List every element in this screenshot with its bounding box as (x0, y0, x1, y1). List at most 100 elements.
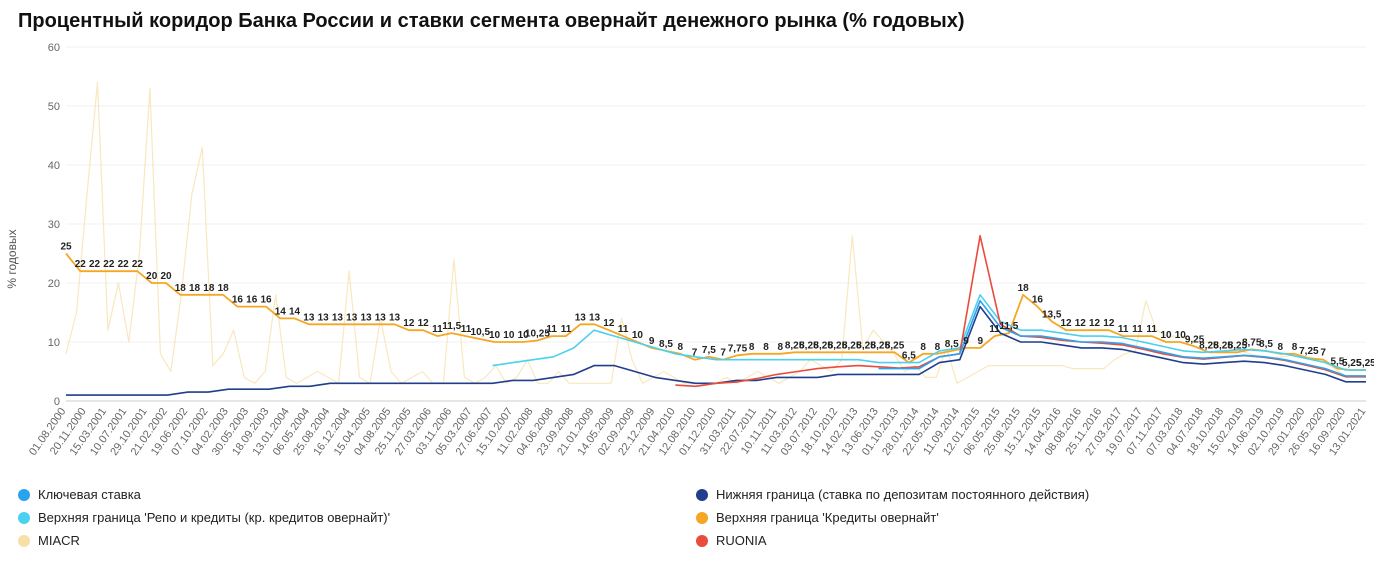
svg-text:18: 18 (203, 283, 215, 294)
svg-text:9: 9 (649, 336, 655, 347)
svg-text:60: 60 (48, 42, 60, 54)
svg-text:10: 10 (503, 330, 515, 341)
svg-text:22: 22 (118, 259, 130, 270)
svg-text:12: 12 (603, 318, 615, 329)
svg-text:9: 9 (963, 336, 969, 347)
svg-text:13: 13 (346, 312, 358, 323)
legend-swatch (18, 535, 30, 547)
svg-text:11: 11 (546, 324, 557, 335)
svg-text:8: 8 (1278, 342, 1284, 353)
y-axis-label: % годовых (5, 229, 19, 288)
svg-text:8: 8 (749, 342, 755, 353)
svg-text:18: 18 (189, 283, 201, 294)
svg-text:14: 14 (289, 306, 301, 317)
svg-text:12: 12 (1103, 318, 1115, 329)
svg-text:10: 10 (489, 330, 501, 341)
svg-text:22: 22 (89, 259, 101, 270)
svg-text:8,5: 8,5 (659, 339, 673, 350)
chart-svg: 010203040506001.08.200020.11.200015.03.2… (18, 39, 1374, 479)
svg-text:5,25: 5,25 (1356, 358, 1374, 369)
svg-text:16: 16 (1032, 295, 1044, 306)
svg-text:7: 7 (692, 348, 698, 359)
svg-text:7: 7 (720, 348, 726, 359)
svg-text:13: 13 (375, 312, 387, 323)
svg-text:16: 16 (260, 295, 272, 306)
legend-column: Нижняя граница (ставка по депозитам пост… (696, 487, 1374, 548)
legend-column: Ключевая ставка Верхняя граница 'Репо и к… (18, 487, 696, 548)
svg-text:11,5: 11,5 (442, 321, 461, 332)
svg-text:10: 10 (1160, 330, 1172, 341)
svg-text:8,5: 8,5 (1259, 339, 1273, 350)
svg-text:11: 11 (561, 324, 572, 335)
legend-swatch (696, 535, 708, 547)
legend-label: Нижняя граница (ставка по депозитам пост… (716, 487, 1089, 502)
legend-label: Верхняя граница 'Репо и кредиты (кр. кре… (38, 510, 390, 525)
svg-text:7,5: 7,5 (702, 345, 716, 356)
svg-text:25: 25 (60, 242, 72, 253)
svg-text:22: 22 (103, 259, 115, 270)
svg-text:16: 16 (246, 295, 258, 306)
svg-text:20: 20 (160, 271, 172, 282)
svg-text:20: 20 (48, 278, 60, 290)
svg-text:13: 13 (318, 312, 330, 323)
svg-text:13: 13 (575, 312, 587, 323)
legend-item-upper_repo[interactable]: Верхняя граница 'Репо и кредиты (кр. кре… (18, 510, 696, 525)
chart-wrap: % годовых 010203040506001.08.200020.11.2… (18, 39, 1374, 479)
legend-item-key_rate[interactable]: Ключевая ставка (18, 487, 696, 502)
legend-label: Верхняя граница 'Кредиты овернайт' (716, 510, 939, 525)
svg-text:6,5: 6,5 (902, 351, 916, 362)
svg-text:11: 11 (1118, 324, 1129, 335)
svg-text:22: 22 (75, 259, 87, 270)
svg-text:8,5: 8,5 (945, 339, 959, 350)
legend: Ключевая ставка Верхняя граница 'Репо и к… (18, 487, 1374, 548)
svg-text:12: 12 (1060, 318, 1072, 329)
svg-text:40: 40 (48, 160, 60, 172)
svg-text:10: 10 (632, 330, 644, 341)
legend-item-lower_bound[interactable]: Нижняя граница (ставка по депозитам пост… (696, 487, 1374, 502)
svg-text:11: 11 (1132, 324, 1143, 335)
legend-label: Ключевая ставка (38, 487, 141, 502)
svg-text:13: 13 (589, 312, 601, 323)
svg-text:12: 12 (1089, 318, 1101, 329)
svg-text:20: 20 (146, 271, 158, 282)
legend-swatch (696, 489, 708, 501)
svg-text:12: 12 (1075, 318, 1087, 329)
legend-swatch (696, 512, 708, 524)
svg-text:8: 8 (920, 342, 926, 353)
svg-text:10: 10 (48, 337, 60, 349)
svg-text:13: 13 (303, 312, 315, 323)
svg-text:16: 16 (232, 295, 244, 306)
svg-text:12: 12 (403, 318, 415, 329)
svg-text:22: 22 (132, 259, 144, 270)
svg-text:7,75: 7,75 (728, 343, 748, 354)
svg-text:12: 12 (418, 318, 430, 329)
legend-swatch (18, 489, 30, 501)
svg-text:8: 8 (935, 342, 941, 353)
svg-text:13: 13 (332, 312, 344, 323)
svg-text:13: 13 (360, 312, 372, 323)
svg-text:14: 14 (275, 306, 287, 317)
svg-text:18: 18 (218, 283, 230, 294)
legend-item-miacr[interactable]: MIACR (18, 533, 696, 548)
svg-text:13: 13 (389, 312, 401, 323)
svg-text:7: 7 (1320, 348, 1326, 359)
legend-item-ruonia[interactable]: RUONIA (696, 533, 1374, 548)
svg-text:50: 50 (48, 101, 60, 113)
svg-text:13,5: 13,5 (1042, 309, 1062, 320)
chart-page: Процентный коридор Банка России и ставки… (0, 0, 1396, 585)
svg-text:30: 30 (48, 219, 60, 231)
legend-swatch (18, 512, 30, 524)
svg-text:18: 18 (175, 283, 187, 294)
svg-text:9: 9 (978, 336, 984, 347)
chart-title: Процентный коридор Банка России и ставки… (18, 10, 1378, 33)
svg-text:8: 8 (1292, 342, 1298, 353)
legend-item-upper_credit[interactable]: Верхняя граница 'Кредиты овернайт' (696, 510, 1374, 525)
svg-text:7,25: 7,25 (1299, 346, 1319, 357)
svg-text:11: 11 (1146, 324, 1157, 335)
svg-text:8: 8 (778, 342, 784, 353)
svg-text:10,5: 10,5 (471, 327, 491, 338)
svg-text:8: 8 (678, 342, 684, 353)
svg-text:11,5: 11,5 (999, 321, 1018, 332)
legend-label: RUONIA (716, 533, 767, 548)
svg-text:18: 18 (1018, 283, 1030, 294)
